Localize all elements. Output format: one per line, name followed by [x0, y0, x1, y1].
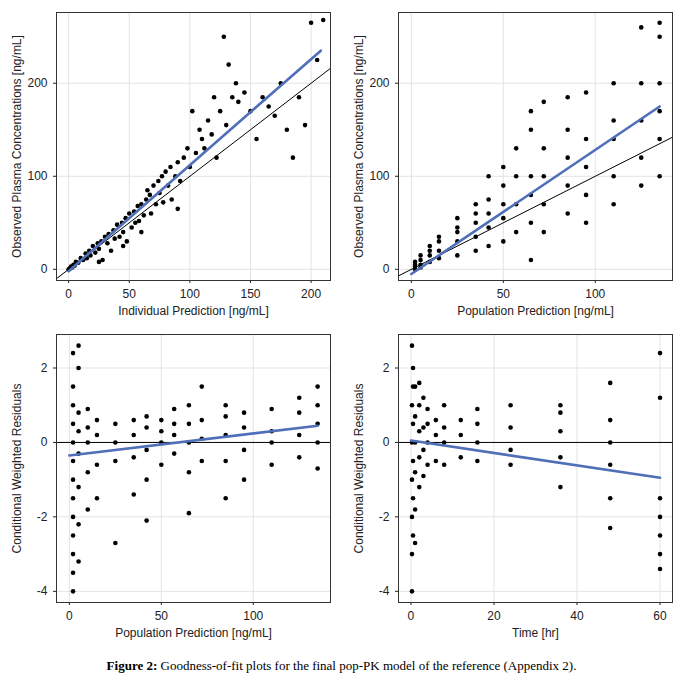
svg-text:Population Prediction [ng/mL]: Population Prediction [ng/mL]	[115, 626, 272, 640]
svg-text:200: 200	[301, 287, 321, 301]
svg-text:2: 2	[383, 361, 390, 375]
svg-text:50: 50	[123, 287, 137, 301]
svg-text:Conditional Weighted Residuals: Conditional Weighted Residuals	[10, 384, 24, 554]
svg-text:40: 40	[570, 609, 584, 623]
svg-text:Population Prediction [ng/mL]: Population Prediction [ng/mL]	[457, 304, 614, 318]
svg-text:Time [hr]: Time [hr]	[512, 626, 559, 640]
svg-text:200: 200	[369, 76, 389, 90]
svg-text:Conditional Weighted Residuals: Conditional Weighted Residuals	[352, 384, 366, 554]
svg-text:-2: -2	[379, 510, 390, 524]
svg-text:100: 100	[27, 169, 47, 183]
svg-text:20: 20	[487, 609, 501, 623]
svg-text:Observed Plasma Concentrations: Observed Plasma Concentrations [ng/mL]	[10, 35, 24, 258]
svg-text:0: 0	[65, 287, 72, 301]
svg-text:0: 0	[383, 435, 390, 449]
svg-text:50: 50	[497, 287, 511, 301]
svg-text:50: 50	[155, 609, 169, 623]
svg-text:0: 0	[408, 609, 415, 623]
svg-text:100: 100	[369, 169, 389, 183]
svg-text:60: 60	[653, 609, 667, 623]
svg-text:-2: -2	[37, 510, 48, 524]
svg-text:150: 150	[240, 287, 260, 301]
svg-text:2: 2	[41, 361, 48, 375]
svg-text:200: 200	[27, 76, 47, 90]
svg-text:100: 100	[243, 609, 263, 623]
svg-text:Individual Prediction [ng/mL]: Individual Prediction [ng/mL]	[118, 304, 269, 318]
svg-text:0: 0	[66, 609, 73, 623]
svg-text:0: 0	[41, 262, 48, 276]
svg-text:0: 0	[408, 287, 415, 301]
svg-text:100: 100	[180, 287, 200, 301]
svg-text:-4: -4	[379, 584, 390, 598]
html-text:Figure 2: Goodness-of-fit plot: Figure 2: Goodness-of-fit plots for the …	[106, 658, 577, 673]
svg-text:100: 100	[585, 287, 605, 301]
svg-text:0: 0	[41, 435, 48, 449]
svg-text:-4: -4	[37, 584, 48, 598]
svg-text:Observed Plasma Concentrations: Observed Plasma Concentrations [ng/mL]	[352, 35, 366, 258]
svg-text:0: 0	[383, 262, 390, 276]
